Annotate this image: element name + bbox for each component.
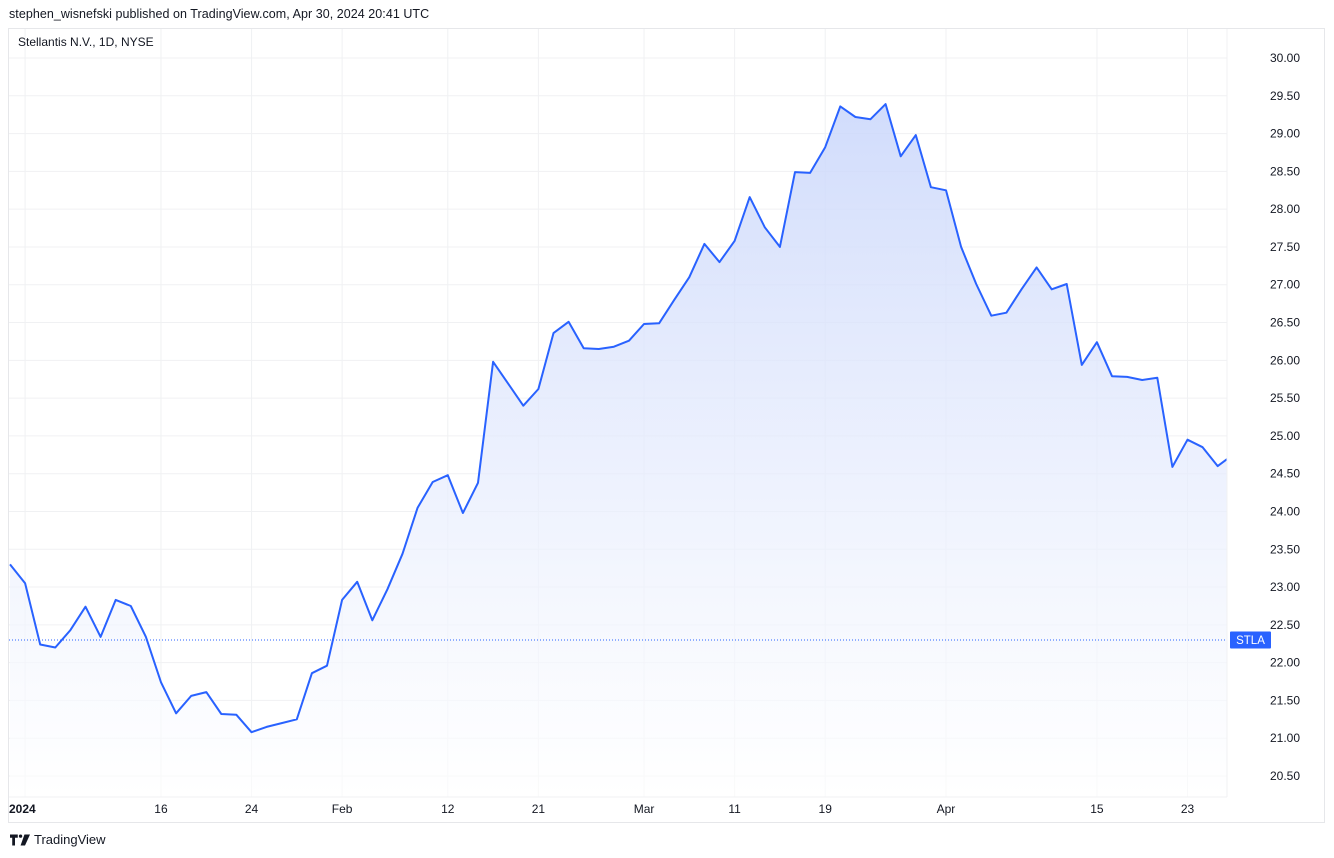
price-line[interactable] [9, 103, 1263, 734]
price-tick-label: 22.50 [1270, 618, 1300, 632]
tradingview-footer[interactable]: TradingView [10, 832, 106, 847]
svg-text:STLA: STLA [1236, 635, 1265, 647]
time-tick-label: 19 [819, 802, 833, 816]
chart-frame [8, 28, 1325, 823]
time-tick-label: Mar [634, 802, 655, 816]
price-tick-label: 30.00 [1270, 51, 1300, 65]
price-tick-label: 21.00 [1270, 731, 1300, 745]
time-axis[interactable]: 2024 16 24 Feb 12 21 Mar 11 19 Apr 15 23 [9, 802, 1195, 816]
time-tick-label: 12 [441, 802, 455, 816]
price-tick-label: 27.50 [1270, 240, 1300, 254]
price-tick-label: 28.00 [1270, 202, 1300, 216]
price-axis[interactable]: 30.00 29.50 29.00 28.50 28.00 27.50 27.00 26.50… [1270, 51, 1300, 783]
symbol-price-badge: STLA [1230, 631, 1271, 649]
price-tick-label: 26.50 [1270, 316, 1300, 330]
price-tick-label: 29.50 [1270, 89, 1300, 103]
tradingview-brand: TradingView [34, 832, 106, 847]
time-tick-label: 23 [1181, 802, 1195, 816]
time-tick-label: 24 [245, 802, 259, 816]
price-tick-label: 20.50 [1270, 769, 1300, 783]
time-tick-label: Apr [937, 802, 956, 816]
price-tick-label: 24.50 [1270, 467, 1300, 481]
time-tick-label: 11 [728, 802, 741, 816]
price-tick-label: 29.00 [1270, 127, 1300, 141]
publisher-line: stephen_wisnefski published on TradingVi… [9, 7, 430, 21]
price-tick-label: 23.00 [1270, 580, 1300, 594]
time-tick-label: Feb [332, 802, 353, 816]
symbol-legend[interactable]: Stellantis N.V., 1D, NYSE [18, 35, 154, 49]
time-tick-label: 2024 [9, 802, 36, 816]
price-tick-label: 27.00 [1270, 278, 1300, 292]
price-tick-label: 25.00 [1270, 429, 1300, 443]
price-tick-label: 26.00 [1270, 353, 1300, 367]
time-tick-label: 21 [532, 802, 546, 816]
price-tick-label: 24.00 [1270, 504, 1300, 518]
price-tick-label: 23.50 [1270, 542, 1300, 556]
price-tick-label: 28.50 [1270, 164, 1300, 178]
tradingview-logo-icon [10, 833, 30, 846]
price-area-fill [10, 104, 1227, 797]
price-tick-label: 22.00 [1270, 656, 1300, 670]
price-tick-label: 25.50 [1270, 391, 1300, 405]
time-tick-label: 15 [1090, 802, 1104, 816]
price-tick-label: 21.50 [1270, 693, 1300, 707]
time-tick-label: 16 [154, 802, 168, 816]
